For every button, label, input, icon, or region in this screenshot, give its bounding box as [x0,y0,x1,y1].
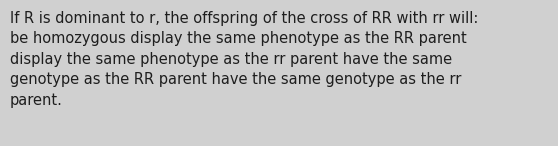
Text: If R is dominant to r, the offspring of the cross of RR with rr will:
be homozyg: If R is dominant to r, the offspring of … [10,11,478,108]
